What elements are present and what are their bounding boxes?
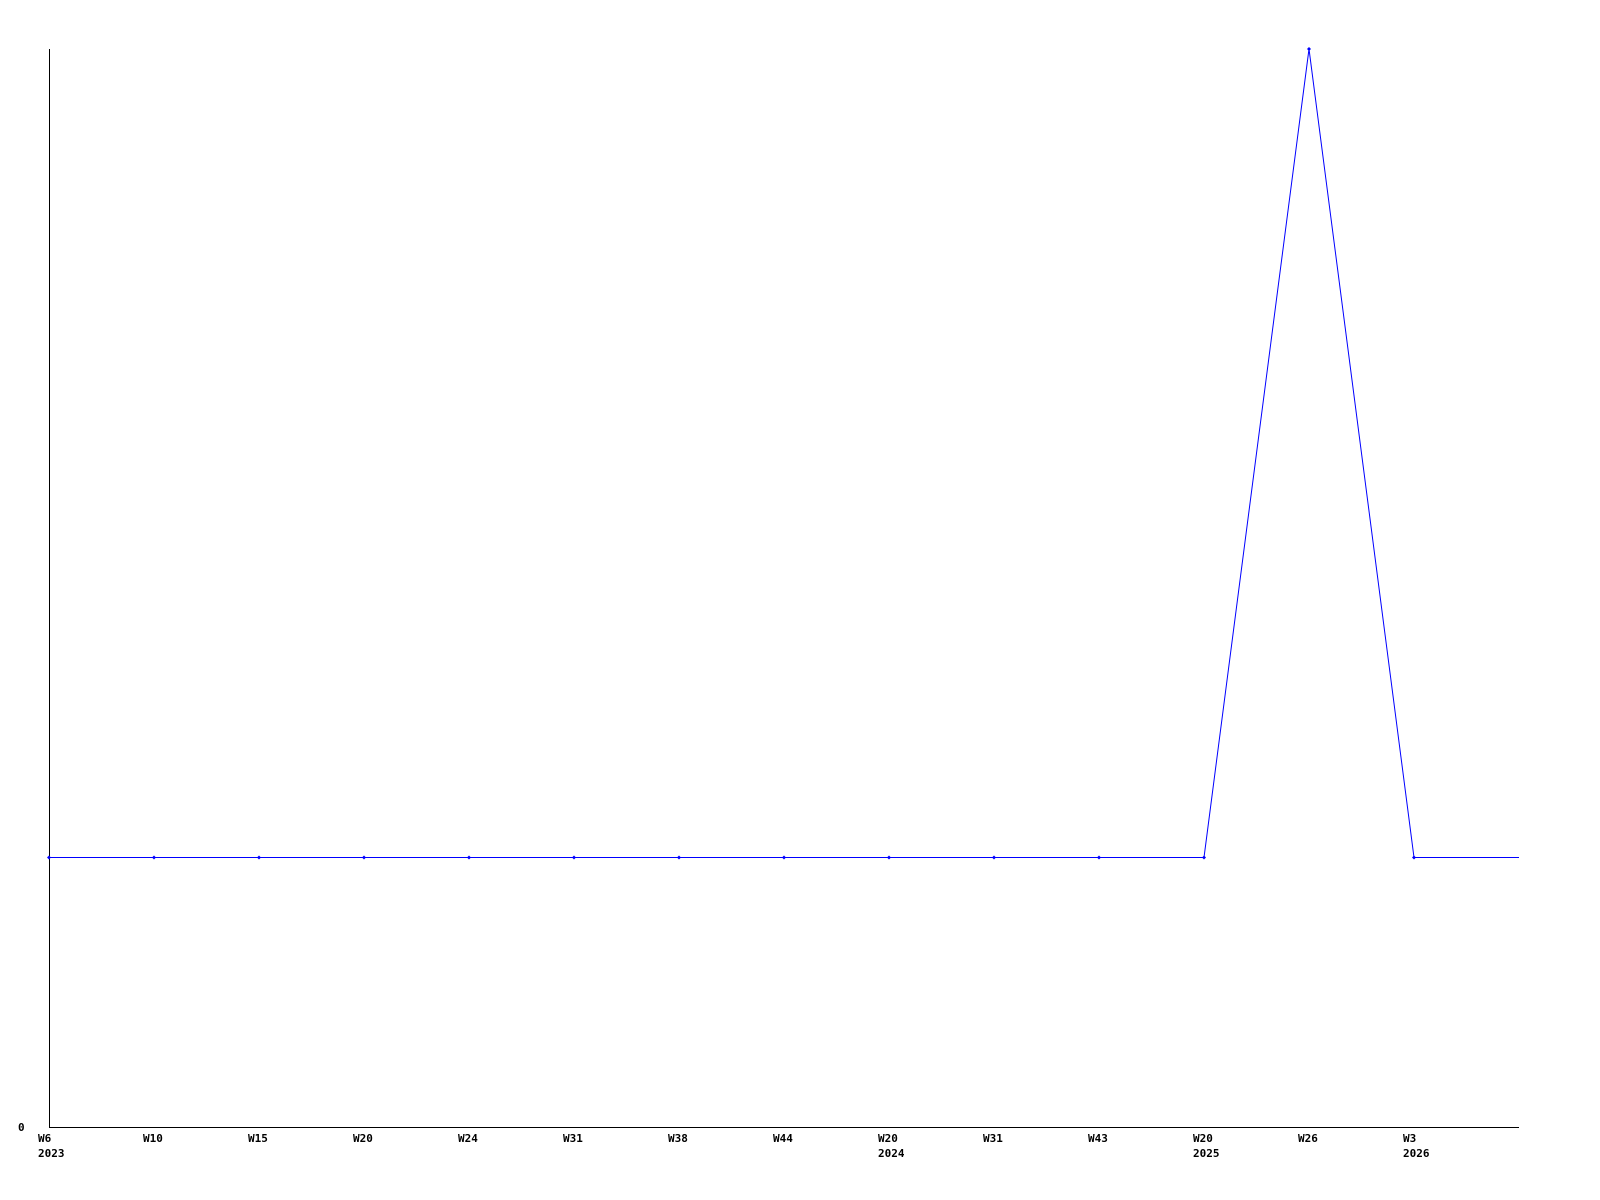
x-tick-label: W38 — [668, 1132, 688, 1145]
data-point — [782, 855, 786, 860]
x-tick-label: W44 — [773, 1132, 793, 1145]
data-point — [362, 855, 366, 860]
x-tick-year-label: 2023 — [38, 1147, 65, 1160]
data-point — [887, 855, 891, 860]
data-point — [1412, 855, 1416, 860]
x-tick-label: W20 — [353, 1132, 373, 1145]
x-tick-label: W31 — [563, 1132, 583, 1145]
x-tick-year-label: 2024 — [878, 1147, 905, 1160]
data-point — [677, 855, 681, 860]
data-point — [152, 855, 156, 860]
data-point — [47, 855, 51, 860]
x-tick-label: W43 — [1088, 1132, 1108, 1145]
x-tick-label: W6 — [38, 1132, 52, 1145]
x-tick-label: W24 — [458, 1132, 478, 1145]
x-tick-label: W10 — [143, 1132, 163, 1145]
x-tick-year-label: 2026 — [1403, 1147, 1430, 1160]
x-tick-label: W31 — [983, 1132, 1003, 1145]
data-point — [467, 855, 471, 860]
data-point — [257, 855, 261, 860]
x-tick-label: W26 — [1298, 1132, 1318, 1145]
series-line — [49, 48, 1519, 858]
data-point — [1307, 47, 1311, 51]
x-tick-label: W20 — [1193, 1132, 1213, 1145]
data-point — [1097, 855, 1101, 860]
data-point — [992, 855, 996, 860]
data-point — [1202, 855, 1206, 860]
x-tick-year-label: 2025 — [1193, 1147, 1220, 1160]
x-tick-label: W15 — [248, 1132, 268, 1145]
y-tick-label-0: 0 — [18, 1121, 25, 1134]
x-tick-label: W3 — [1403, 1132, 1416, 1145]
x-tick-label: W20 — [878, 1132, 898, 1145]
data-point — [572, 855, 576, 860]
